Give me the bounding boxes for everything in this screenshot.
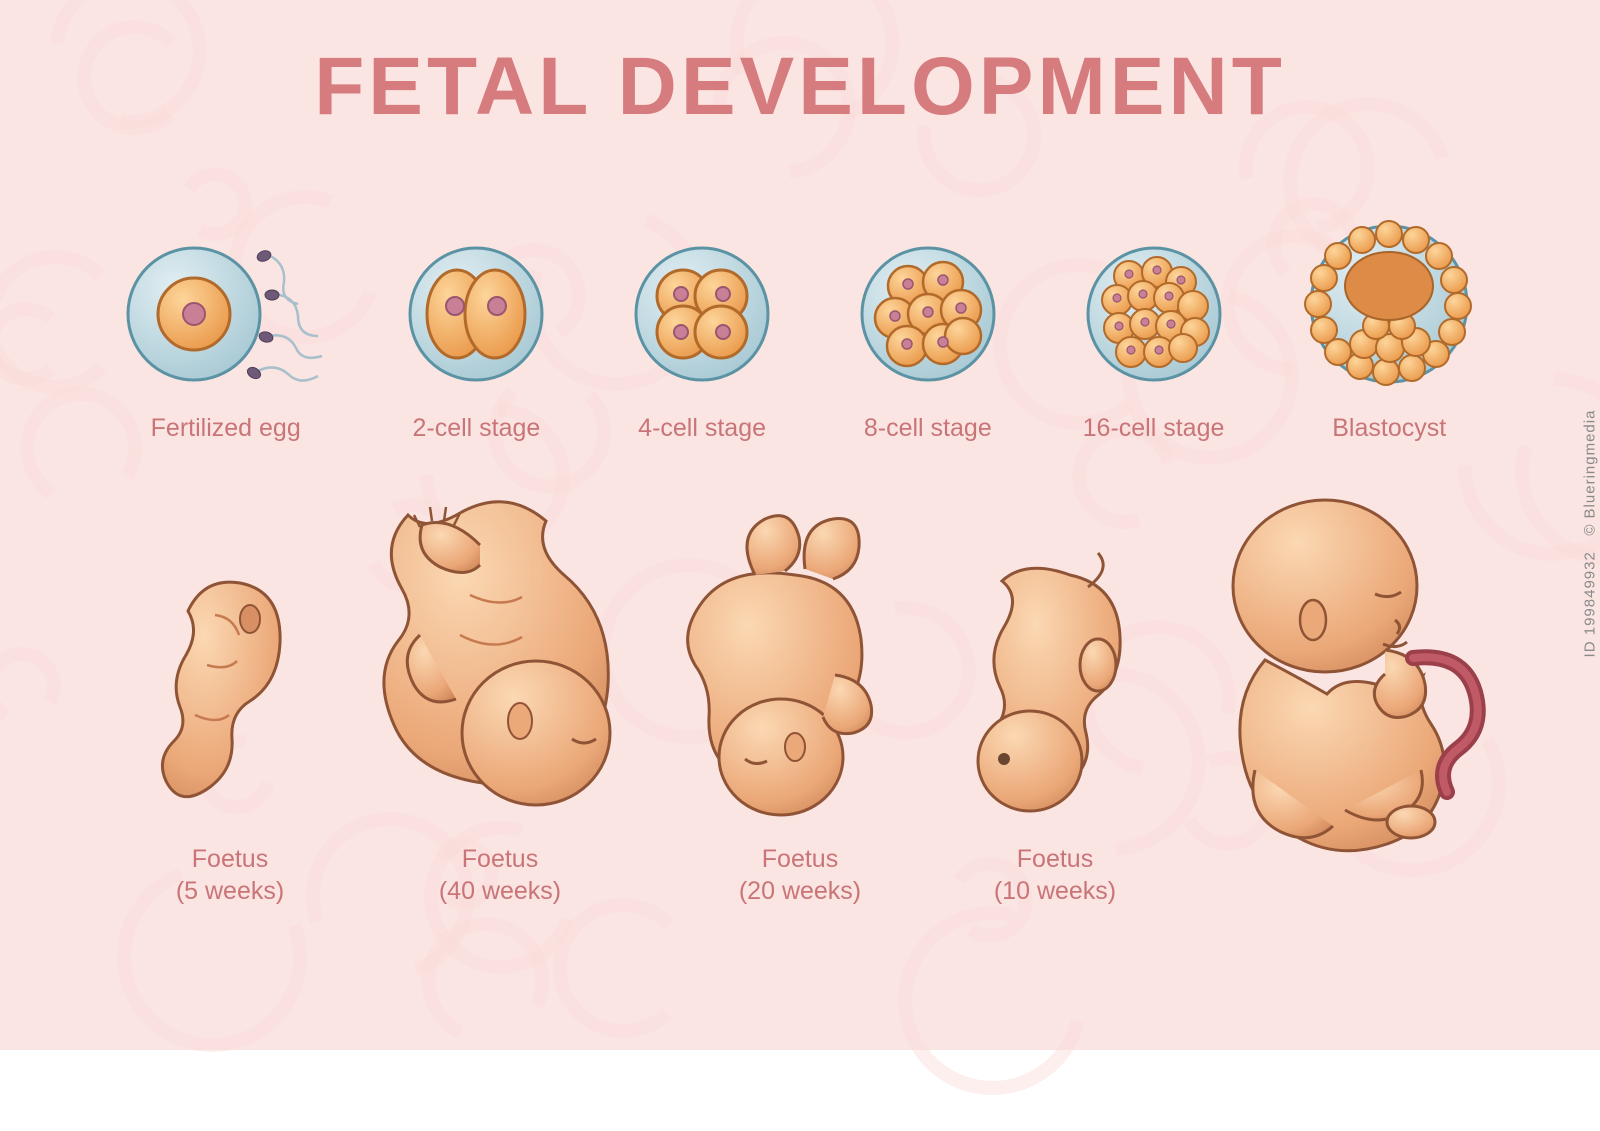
foetus-final-icon [1195,490,1515,890]
stage-label: Blastocyst [1332,412,1446,445]
stage-label: Foetus (10 weeks) [994,843,1116,908]
stage-foetus-40w: Foetus (40 weeks) [360,485,640,908]
blastocyst-icon [1294,204,1484,394]
stage-label: Fertilized egg [151,412,301,445]
foetus-row: Foetus (5 weeks) Fo [0,485,1600,908]
stage-label: Foetus (5 weeks) [176,843,284,908]
stage-label: Foetus (20 weeks) [739,843,861,908]
watermark-id-text: ID 199849932 [1582,551,1599,657]
stage-label: 4-cell stage [638,412,766,445]
stage-fertilized-egg: Fertilized egg [116,224,336,445]
stage-label: 16-cell stage [1083,412,1225,445]
watermark: ID 199849932 © Blueringmedia [1582,410,1599,658]
foetus-10w-icon [960,545,1150,825]
stage-blastocyst: Blastocyst [1294,204,1484,445]
sixteen-cell-icon [1069,224,1239,394]
page-title: FETAL DEVELOPMENT [314,40,1286,134]
four-cell-icon [617,224,787,394]
stage-foetus-5w: Foetus (5 weeks) [145,565,315,908]
foetus-40w-icon [360,485,640,825]
label-main: Foetus [462,845,538,873]
stage-foetus-10w: Foetus (10 weeks) [960,545,1150,908]
stage-label: 2-cell stage [412,412,540,445]
watermark-credit: © Blueringmedia [1582,410,1599,536]
stage-four-cell: 4-cell stage [617,224,787,445]
label-sub: (40 weeks) [439,875,561,908]
two-cell-icon [391,224,561,394]
label-sub: (5 weeks) [176,875,284,908]
label-main: Foetus [762,845,838,873]
label-main: Foetus [192,845,268,873]
fertilized-egg-icon [116,224,336,394]
cell-stages-row: Fertilized egg 2-cell stage [0,204,1600,445]
label-sub: (10 weeks) [994,875,1116,908]
stage-two-cell: 2-cell stage [391,224,561,445]
infographic-canvas: FETAL DEVELOPMENT [0,0,1600,1050]
foetus-20w-icon [685,505,915,825]
eight-cell-icon [843,224,1013,394]
label-main: Foetus [1017,845,1093,873]
stage-sixteen-cell: 16-cell stage [1069,224,1239,445]
stage-foetus-20w: Foetus (20 weeks) [685,505,915,908]
foetus-5w-icon [145,565,315,825]
stage-eight-cell: 8-cell stage [843,224,1013,445]
stage-label: 8-cell stage [864,412,992,445]
stage-label: Foetus (40 weeks) [439,843,561,908]
label-sub: (20 weeks) [739,875,861,908]
stage-foetus-final [1195,490,1515,908]
